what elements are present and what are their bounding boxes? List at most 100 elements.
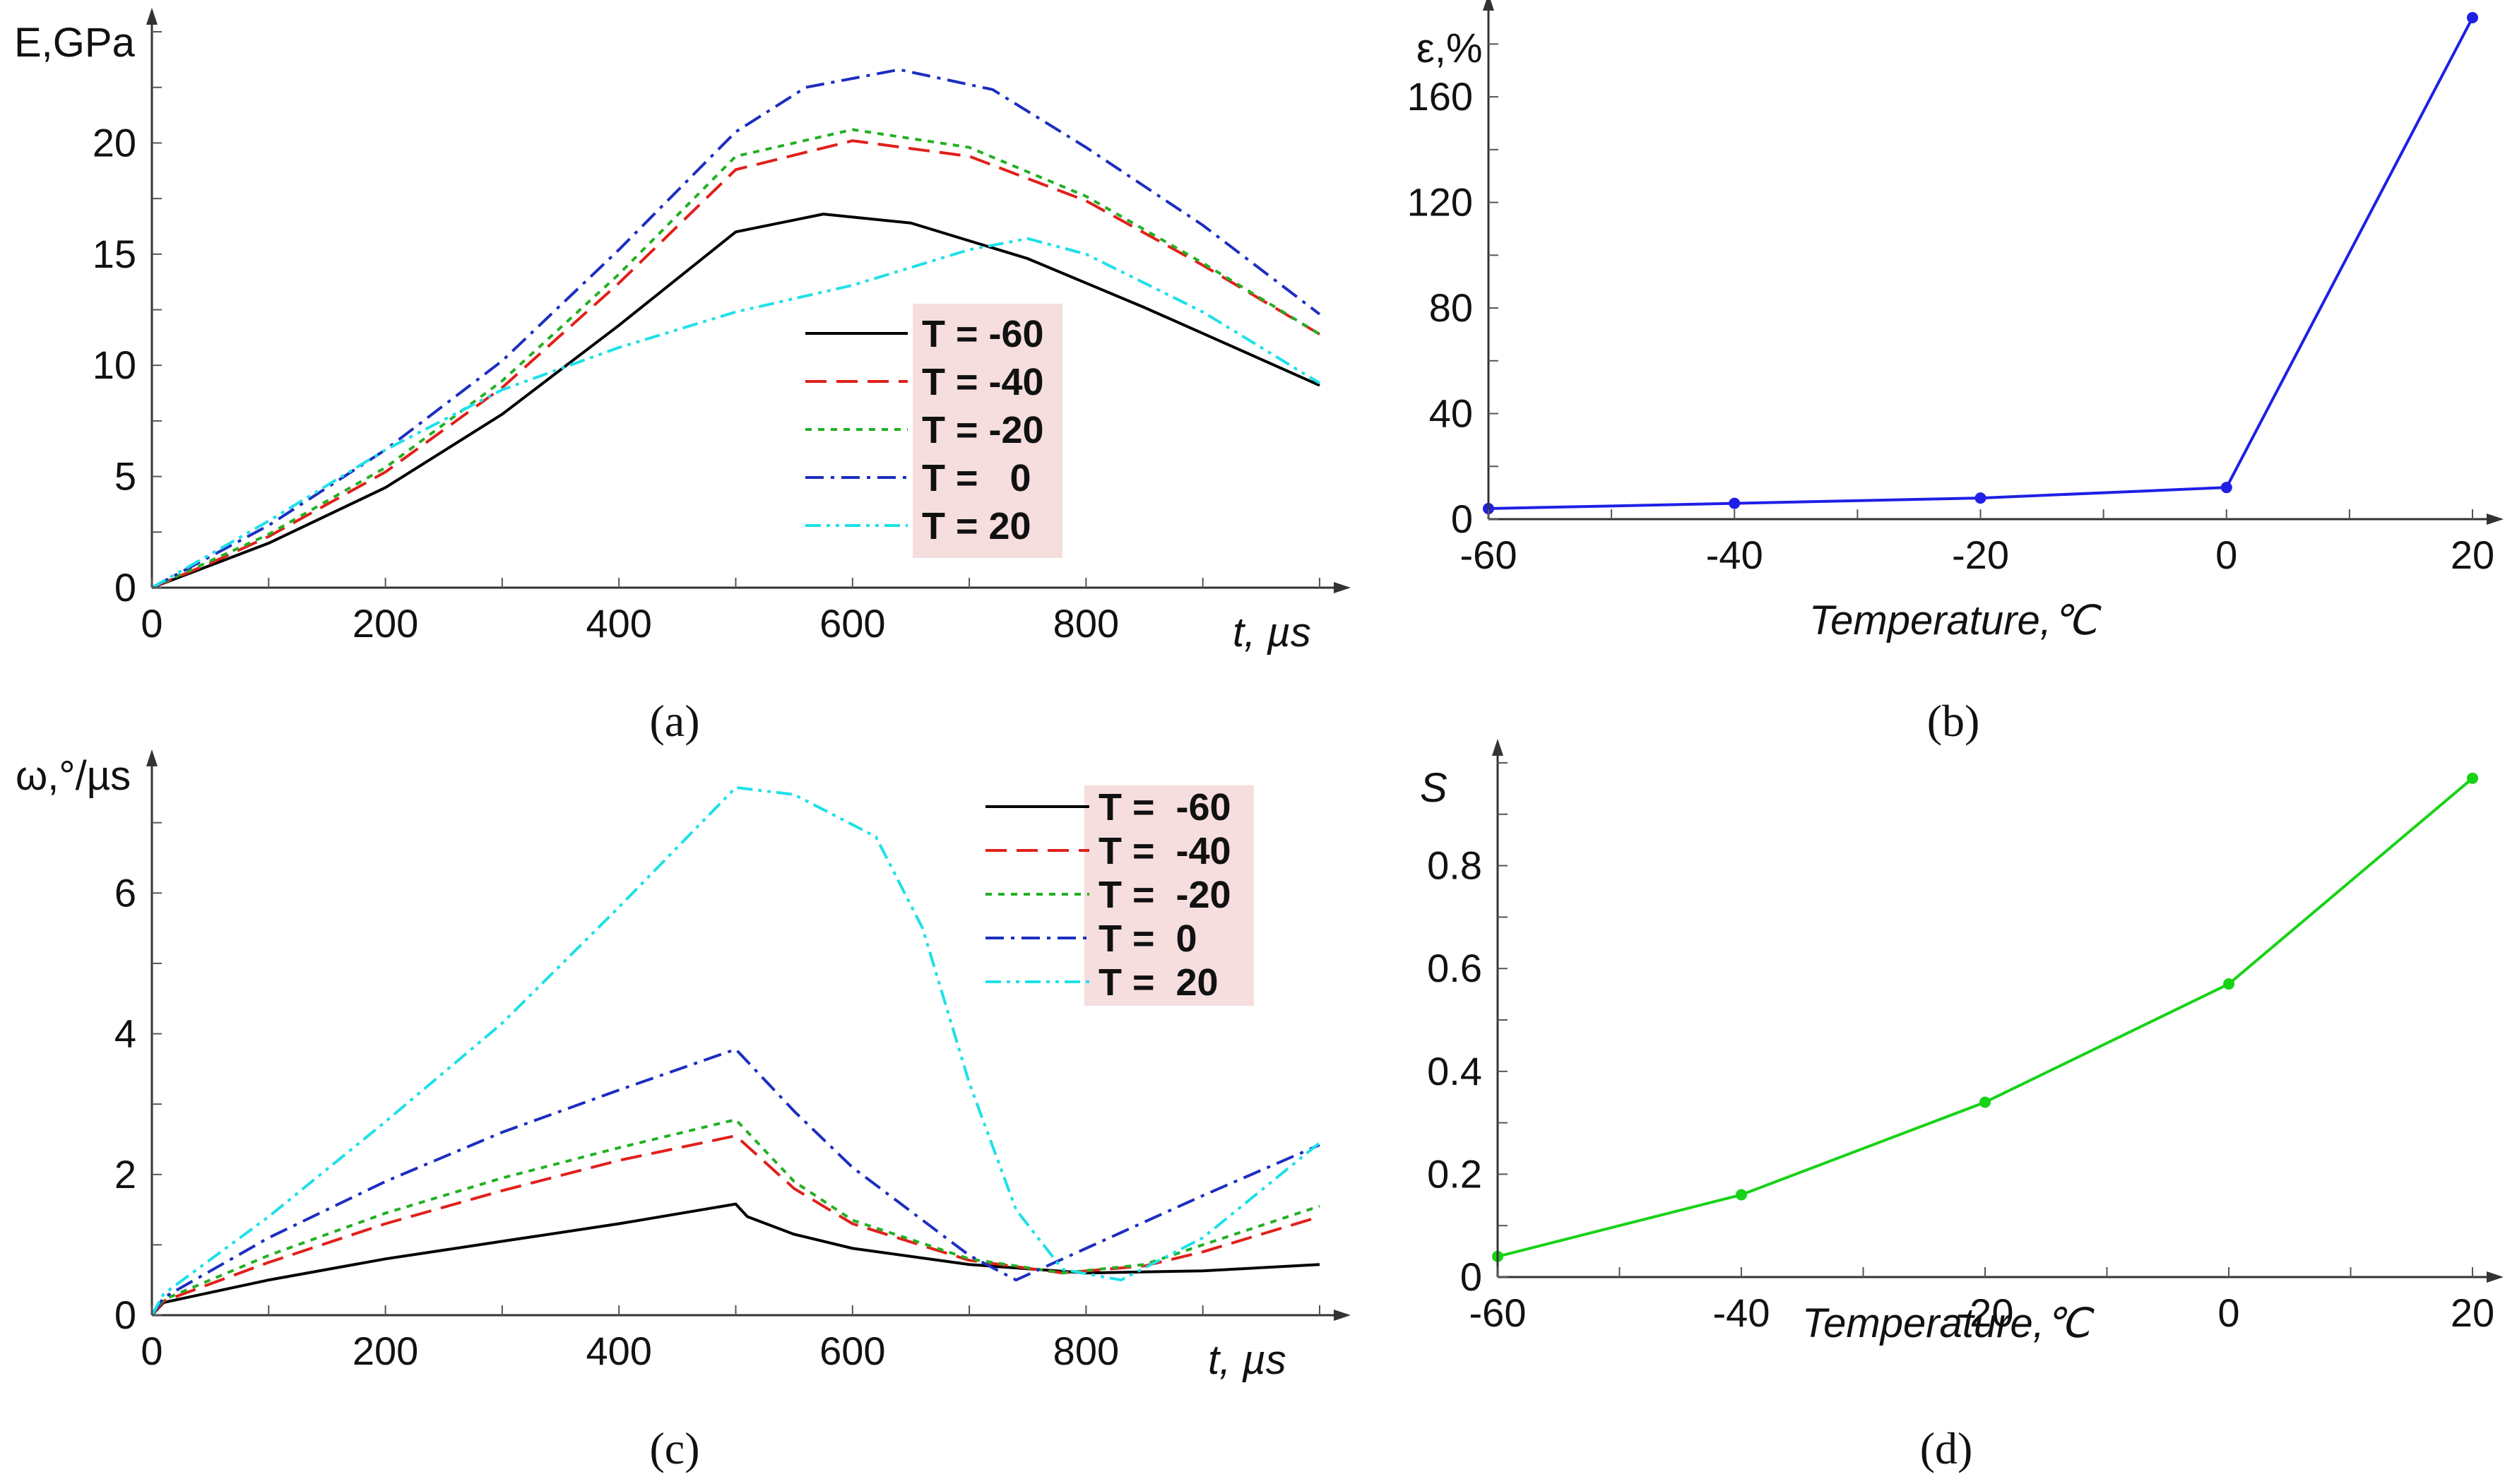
panel-d-series-lines — [1492, 772, 2478, 1262]
panel-b-data-point — [2220, 482, 2232, 494]
panel-b-series-lines — [1483, 12, 2478, 515]
panel-c-axes: 0 200 400 600 800 0 2 4 6 — [114, 749, 1351, 1373]
panel-a-legend-label: T = -60 — [922, 313, 1044, 355]
panel-a-y-tick-label: 15 — [93, 232, 136, 276]
panel-b-data-point — [2467, 12, 2478, 23]
panel-c-y-tick-label: 0 — [114, 1293, 136, 1337]
panel-a-x-tick-label: 200 — [353, 601, 418, 646]
panel-c-series-lines — [150, 785, 1321, 1317]
panel-c-legend-label: T = -40 — [1098, 830, 1231, 872]
panel-c-legend: T = -60T = -40T = -20T = 0T = 20 — [985, 785, 1254, 1006]
panel-d-chart: -60 -40 -20 0 20 0 0.2 0.4 0.6 0.8 S Temperature,… — [1420, 739, 2504, 1473]
panel-b-x-arrow — [2487, 514, 2504, 525]
panel-a-legend-label: T = 20 — [922, 505, 1031, 547]
panel-d-axes: -60 -40 -20 0 20 0 0.2 0.4 0.6 0.8 — [1427, 739, 2504, 1335]
panel-c-x-tick-label: 0 — [141, 1329, 162, 1373]
panel-c-legend-label: T = -20 — [1098, 874, 1231, 916]
panel-c-y-tick-label: 6 — [114, 870, 136, 915]
panel-c-series-line — [150, 1047, 1320, 1317]
panel-d-data-point — [2223, 978, 2234, 990]
panel-a-legend-label: T = 0 — [922, 457, 1031, 499]
panel-a-x-tick-label: 600 — [819, 601, 885, 646]
panel-d-y-tick-label: 0.8 — [1427, 843, 1482, 888]
panel-b-y-tick-label: 40 — [1429, 391, 1473, 436]
panel-a-series-line — [151, 213, 1320, 589]
panel-a-legend-label: T = -40 — [922, 361, 1044, 403]
panel-a-series-line — [151, 68, 1321, 589]
panel-d-x-tick-label: 20 — [2451, 1290, 2494, 1335]
panel-c-legend-label: T = -60 — [1098, 786, 1231, 829]
panel-c-legend-label: T = 20 — [1098, 961, 1219, 1004]
panel-d-x-tick-label: -40 — [1713, 1290, 1770, 1335]
panel-c-y-tick-label: 4 — [114, 1011, 136, 1056]
panel-a-series-line — [151, 237, 1321, 589]
panel-b-x-tick-label: -60 — [1460, 533, 1517, 577]
panel-a-legend-label: T = -20 — [922, 409, 1044, 451]
panel-b-y-tick-label: 120 — [1407, 180, 1473, 225]
panel-d-data-point — [1736, 1189, 1747, 1201]
panel-b-x-tick-label: 0 — [2215, 533, 2237, 577]
panel-d-y-arrow — [1492, 739, 1503, 756]
panel-a-y-tick-label: 20 — [93, 120, 136, 165]
panel-d-x-arrow — [2487, 1271, 2504, 1283]
panel-a-y-arrow — [146, 8, 158, 25]
panel-a-xlabel: t, µs — [1233, 610, 1311, 655]
panel-d-y-tick-label: 0.6 — [1427, 946, 1482, 990]
panel-d-caption: (d) — [1920, 1423, 1973, 1473]
panel-a-caption: (a) — [649, 696, 699, 746]
panel-a-y-tick-label: 0 — [114, 565, 136, 610]
panel-c-y-tick-label: 2 — [114, 1152, 136, 1197]
panel-a-x-tick-label: 800 — [1053, 601, 1119, 646]
panel-a-series-lines — [151, 68, 1321, 589]
panel-c-x-tick-label: 600 — [819, 1329, 885, 1373]
panel-b-x-tick-label: -40 — [1706, 533, 1763, 577]
panel-a-ylabel: E,GPa — [14, 20, 136, 66]
panel-b-ylabel: ε,% — [1416, 25, 1483, 71]
panel-b-data-point — [1729, 497, 1741, 509]
panel-c-x-arrow — [1334, 1310, 1351, 1321]
panel-b-xlabel: Temperature,℃ — [1809, 598, 2102, 643]
panel-b-x-tick-label: 20 — [2451, 533, 2494, 577]
panel-a-series-line — [151, 128, 1321, 589]
panel-b-chart: -60 -40 -20 0 20 0 40 80 120 160 ε,% Temperature,… — [1407, 0, 2504, 746]
panel-b-y-tick-label: 0 — [1451, 497, 1473, 541]
panel-c-x-tick-label: 200 — [353, 1329, 418, 1373]
panel-d-y-tick-label: 0.4 — [1427, 1049, 1482, 1093]
panel-c-series-line — [150, 785, 1321, 1316]
panel-c-legend-background — [1084, 785, 1254, 1006]
panel-a-x-arrow — [1334, 582, 1351, 593]
panel-d-x-tick-label: -60 — [1469, 1290, 1527, 1335]
panel-b-y-tick-label: 160 — [1407, 74, 1473, 119]
panel-b-caption: (b) — [1927, 696, 1980, 746]
panel-c-x-tick-label: 800 — [1053, 1329, 1119, 1373]
panel-c-caption: (c) — [649, 1423, 699, 1473]
panel-c-y-arrow — [146, 749, 158, 766]
panel-c-legend-label: T = 0 — [1098, 918, 1197, 960]
panel-c-series-line — [150, 1118, 1320, 1317]
panel-a-axes: 0 200 400 600 800 0 5 10 15 20 — [93, 8, 1351, 646]
panel-c-xlabel: t, µs — [1208, 1337, 1286, 1383]
panel-d-ylabel: S — [1420, 765, 1447, 811]
panel-b-y-tick-label: 80 — [1429, 285, 1473, 330]
panel-a-x-tick-label: 400 — [586, 601, 651, 646]
panel-d-data-point — [1979, 1096, 1991, 1108]
panel-a-y-tick-label: 10 — [93, 343, 136, 387]
panel-d-x-tick-label: 0 — [2217, 1290, 2239, 1335]
panel-d-xlabel: Temperature,℃ — [1802, 1300, 2095, 1346]
panel-b-data-point — [1974, 492, 1986, 504]
panel-d-data-point — [2467, 772, 2478, 784]
panel-c-x-tick-label: 400 — [586, 1329, 651, 1373]
panel-d-y-tick-label: 0 — [1460, 1254, 1482, 1299]
panel-a-x-tick-label: 0 — [141, 601, 162, 646]
panel-d-x-tick-label: -20 — [1957, 1290, 2014, 1335]
panel-b-x-tick-label: -20 — [1952, 533, 2009, 577]
panel-b-y-arrow — [1483, 0, 1494, 11]
panel-a-legend: T = -60 T = -40 T = -20 T = 0 T = 20 — [805, 304, 1062, 558]
panel-a-legend-background — [913, 304, 1062, 558]
panel-b-axes: -60 -40 -20 0 20 0 40 80 120 160 — [1407, 0, 2504, 577]
panel-d-y-tick-label: 0.2 — [1427, 1151, 1482, 1196]
